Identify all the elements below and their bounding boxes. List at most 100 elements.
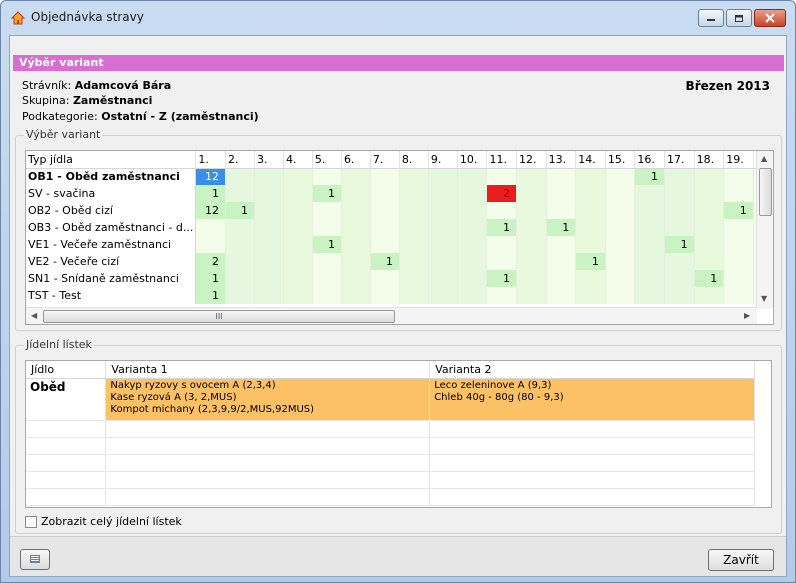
day-cell[interactable] bbox=[664, 253, 695, 270]
day-cell[interactable] bbox=[457, 253, 488, 270]
day-cell[interactable] bbox=[634, 253, 666, 270]
day-cell[interactable] bbox=[399, 270, 429, 287]
day-cell[interactable] bbox=[605, 253, 636, 270]
day-cell[interactable] bbox=[723, 168, 754, 185]
day-cell[interactable] bbox=[457, 219, 488, 236]
column-header-meal[interactable]: Jídlo bbox=[26, 361, 107, 379]
day-cell[interactable] bbox=[575, 168, 606, 185]
day-cell[interactable] bbox=[283, 202, 313, 219]
variant-1-cell[interactable]: Nakyp ryzovy s ovocem A (2,3,4) Kase ryz… bbox=[105, 378, 431, 421]
day-cell[interactable] bbox=[399, 287, 429, 304]
horizontal-scroll-thumb[interactable]: III bbox=[43, 310, 395, 323]
day-cell[interactable] bbox=[664, 270, 695, 287]
day-cell[interactable] bbox=[341, 236, 371, 253]
day-cell[interactable] bbox=[546, 253, 577, 270]
column-header-day[interactable]: 7. bbox=[370, 151, 400, 169]
vertical-scrollbar[interactable]: ▲ ▼ bbox=[756, 151, 773, 309]
day-cell[interactable]: 1 bbox=[546, 219, 577, 236]
day-cell[interactable]: 1 bbox=[723, 202, 754, 219]
scroll-down-icon[interactable]: ▼ bbox=[761, 294, 768, 303]
column-header-day[interactable]: 18. bbox=[694, 151, 725, 169]
day-cell[interactable] bbox=[283, 287, 313, 304]
day-cell[interactable] bbox=[254, 168, 284, 185]
day-cell[interactable] bbox=[575, 219, 606, 236]
column-header-day[interactable]: 15. bbox=[605, 151, 636, 169]
day-cell[interactable] bbox=[399, 202, 429, 219]
column-header-day[interactable]: 3. bbox=[254, 151, 284, 169]
title-bar[interactable]: Objednávka stravy bbox=[1, 1, 795, 35]
column-header-day[interactable]: 6. bbox=[341, 151, 371, 169]
day-cell[interactable] bbox=[634, 185, 666, 202]
day-cell[interactable] bbox=[605, 168, 636, 185]
day-cell[interactable] bbox=[341, 270, 371, 287]
day-cell[interactable] bbox=[225, 253, 255, 270]
day-cell[interactable] bbox=[341, 287, 371, 304]
day-cell[interactable] bbox=[341, 185, 371, 202]
day-cell[interactable] bbox=[516, 219, 547, 236]
day-cell[interactable] bbox=[723, 185, 754, 202]
column-header-day[interactable]: 8. bbox=[399, 151, 429, 169]
day-cell[interactable]: 1 bbox=[634, 168, 666, 185]
scroll-left-icon[interactable]: ◀ bbox=[31, 311, 38, 320]
day-cell[interactable] bbox=[723, 287, 754, 304]
menu-row[interactable]: Oběd Nakyp ryzovy s ovocem A (2,3,4) Kas… bbox=[26, 378, 755, 421]
table-row[interactable]: VE2 - Večeře cizí 2 1 1 bbox=[26, 253, 773, 270]
day-cell[interactable] bbox=[516, 185, 547, 202]
day-cell[interactable] bbox=[457, 185, 488, 202]
day-cell[interactable] bbox=[605, 185, 636, 202]
day-cell[interactable] bbox=[605, 236, 636, 253]
day-cell[interactable] bbox=[341, 253, 371, 270]
day-cell[interactable] bbox=[370, 270, 400, 287]
column-header-variant-1[interactable]: Varianta 1 bbox=[105, 361, 431, 379]
day-cell[interactable] bbox=[341, 219, 371, 236]
day-cell[interactable]: 1 bbox=[694, 270, 725, 287]
day-cell[interactable] bbox=[723, 253, 754, 270]
day-cell[interactable] bbox=[312, 168, 342, 185]
close-button[interactable]: Zavřít bbox=[708, 549, 774, 571]
day-cell[interactable] bbox=[370, 202, 400, 219]
day-cell[interactable] bbox=[254, 253, 284, 270]
day-cell[interactable] bbox=[312, 253, 342, 270]
day-cell[interactable] bbox=[664, 219, 695, 236]
day-cell[interactable]: 1 bbox=[195, 185, 226, 202]
column-header-day[interactable]: 19. bbox=[723, 151, 754, 169]
day-cell[interactable]: 2 bbox=[195, 253, 226, 270]
day-cell[interactable] bbox=[486, 202, 518, 219]
day-cell[interactable]: 1 bbox=[575, 253, 606, 270]
column-header-day[interactable]: 14. bbox=[575, 151, 606, 169]
day-cell[interactable] bbox=[634, 270, 666, 287]
scroll-right-icon[interactable]: ▶ bbox=[744, 311, 751, 320]
day-cell[interactable] bbox=[428, 202, 458, 219]
day-cell[interactable] bbox=[457, 168, 488, 185]
day-cell[interactable] bbox=[486, 168, 518, 185]
day-cell[interactable] bbox=[370, 168, 400, 185]
day-cell[interactable] bbox=[457, 287, 488, 304]
day-cell[interactable] bbox=[575, 236, 606, 253]
day-cell[interactable] bbox=[605, 270, 636, 287]
day-cell[interactable] bbox=[516, 287, 547, 304]
table-row[interactable]: OB2 - Oběd cizí 12 1 1 bbox=[26, 202, 773, 219]
day-cell[interactable] bbox=[457, 270, 488, 287]
day-cell[interactable] bbox=[428, 253, 458, 270]
day-cell[interactable] bbox=[634, 236, 666, 253]
column-header-day[interactable]: 17. bbox=[664, 151, 695, 169]
day-cell[interactable] bbox=[723, 270, 754, 287]
table-row[interactable]: OB3 - Oběd zaměstnanci - d... 1 1 bbox=[26, 219, 773, 236]
day-cell[interactable] bbox=[605, 202, 636, 219]
day-cell[interactable]: 1 bbox=[370, 253, 400, 270]
day-cell[interactable] bbox=[283, 168, 313, 185]
day-cell[interactable] bbox=[694, 287, 725, 304]
day-cell[interactable] bbox=[457, 236, 488, 253]
day-cell[interactable] bbox=[486, 253, 518, 270]
day-cell[interactable] bbox=[312, 270, 342, 287]
day-cell[interactable] bbox=[370, 287, 400, 304]
day-cell[interactable] bbox=[575, 270, 606, 287]
day-cell[interactable]: 1 bbox=[486, 219, 518, 236]
menu-button[interactable] bbox=[20, 549, 50, 570]
day-cell[interactable] bbox=[575, 185, 606, 202]
day-cell[interactable] bbox=[546, 202, 577, 219]
day-cell[interactable] bbox=[694, 253, 725, 270]
day-cell[interactable] bbox=[283, 270, 313, 287]
day-cell[interactable]: 1 bbox=[195, 270, 226, 287]
column-header-day[interactable]: 5. bbox=[312, 151, 342, 169]
